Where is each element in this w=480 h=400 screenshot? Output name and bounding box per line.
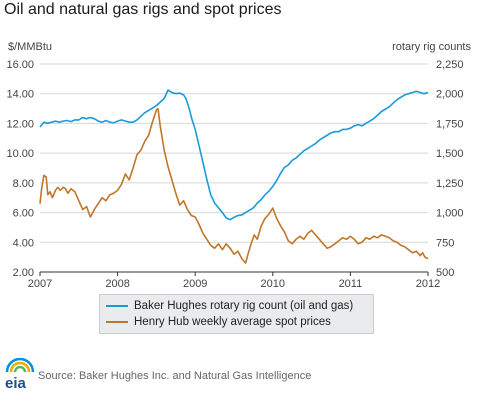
y-left-tick-label: 4.00: [13, 237, 34, 249]
x-tick-label: 2010: [261, 278, 285, 290]
y-right-tick-label: 1,500: [436, 148, 464, 160]
y-left-tick-label: 2.00: [13, 267, 34, 279]
page-title: Oil and natural gas rigs and spot prices: [4, 1, 282, 18]
legend-label-spot-price: Henry Hub weekly average spot prices: [134, 316, 331, 328]
y-left-tick-label: 12.00: [6, 118, 34, 130]
y-right-tick-label: 2,250: [436, 59, 464, 71]
y-right-tick-label: 1,750: [436, 118, 464, 130]
y-right-tick-label: 500: [436, 267, 454, 279]
chart-legend: Baker Hughes rotary rig count (oil and g…: [99, 294, 374, 334]
axes: [39, 271, 429, 276]
y-right-tick-label: 750: [436, 237, 454, 249]
x-tick-label: 2012: [416, 278, 440, 290]
x-tick-label: 2011: [339, 278, 363, 290]
y-left-tick-label: 8.00: [13, 178, 34, 190]
series-lines: [39, 89, 429, 264]
eia-logo: eia: [3, 357, 37, 397]
legend-item-spot-price: Henry Hub weekly average spot prices: [106, 314, 331, 330]
source-note: Source: Baker Hughes Inc. and Natural Ga…: [38, 370, 312, 382]
y-left-tick-label: 14.00: [6, 89, 34, 101]
legend-swatch-spot-price: [106, 321, 128, 323]
y-right-tick-label: 2,000: [436, 89, 464, 101]
x-tick-label: 2008: [105, 278, 129, 290]
gridlines: [40, 63, 428, 243]
x-tick-label: 2007: [28, 278, 52, 290]
right-axis-unit-label: rotary rig counts: [392, 41, 471, 53]
legend-swatch-rig-count: [106, 305, 128, 307]
y-left-tick-label: 10.00: [6, 148, 34, 160]
y-right-tick-label: 1,250: [436, 178, 464, 190]
tick-labels: 2.00 500 4.00 750 6.00 1,000 8.00 1,250 10.00 1,5…: [6, 59, 463, 290]
legend-label-rig-count: Baker Hughes rotary rig count (oil and g…: [134, 300, 354, 312]
y-right-tick-label: 1,000: [436, 208, 464, 220]
series-line-rig-count: [39, 89, 429, 221]
series-line-spot-price: [39, 107, 429, 264]
y-left-tick-label: 16.00: [6, 59, 34, 71]
legend-item-rig-count: Baker Hughes rotary rig count (oil and g…: [106, 298, 353, 314]
left-axis-unit-label: $/MMBtu: [8, 41, 53, 53]
eia-logo-icon: eia: [5, 357, 35, 392]
svg-text:eia: eia: [5, 375, 27, 392]
line-chart: 2.00 500 4.00 750 6.00 1,000 8.00 1,250 10.00 1,5…: [6, 59, 463, 290]
x-tick-label: 2009: [183, 278, 207, 290]
y-left-tick-label: 6.00: [13, 208, 34, 220]
